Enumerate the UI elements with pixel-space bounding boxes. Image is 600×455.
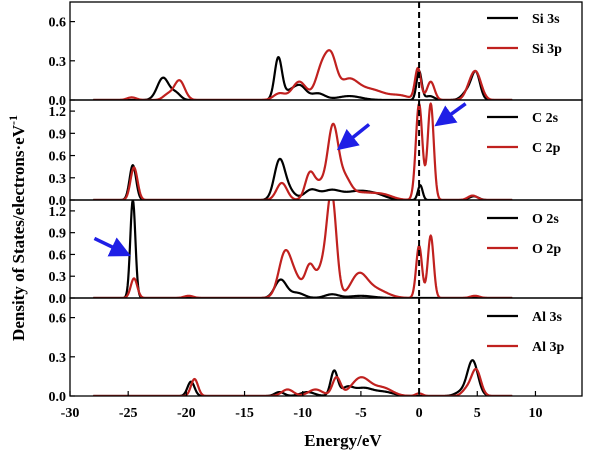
- series-line-o-2p: [92, 200, 513, 298]
- series-line-o-2s: [92, 200, 513, 298]
- y-tick-label-si: 0.6: [49, 16, 67, 31]
- y-axis-title: Density of States/electrons·eV-1: [6, 115, 28, 341]
- y-tick-label-c: 1.2: [49, 105, 67, 120]
- x-tick-label: 10: [528, 406, 542, 421]
- legend-label-o-2s: O 2s: [532, 212, 559, 227]
- legend-label-si-3p: Si 3p: [532, 42, 562, 57]
- panel-si: 0.0 0.3 0.6 Si 3s Si 3p: [49, 1, 583, 109]
- y-tick-label-al: 0.3: [49, 351, 67, 366]
- series-line-si-3s: [92, 56, 513, 100]
- x-tick-label: -15: [235, 406, 254, 421]
- panel-o-curves: [92, 200, 513, 298]
- panel-c-curves: [92, 102, 513, 200]
- y-tick-label-si: 0.3: [49, 55, 67, 70]
- x-tick-label: -10: [293, 406, 312, 421]
- x-tick-label: -30: [61, 406, 80, 421]
- panel-al-frame: [69, 297, 583, 397]
- y-axis-title-superscript: -1: [6, 115, 20, 125]
- legend-label-o-2p: O 2p: [532, 242, 561, 257]
- panel-al-curves: [92, 359, 513, 396]
- y-tick-label-c: 0.9: [49, 127, 67, 142]
- y-tick-label-o: 0.9: [49, 227, 67, 242]
- panel-si-curves: [92, 49, 513, 100]
- x-axis: -30 -25 -20 -15 -10 -5 0 5 10: [61, 391, 542, 421]
- legend-label-al-3s: Al 3s: [532, 310, 563, 325]
- x-axis-title: Energy/eV: [304, 431, 382, 450]
- series-line-c-2p: [92, 102, 513, 200]
- x-tick-label: 0: [416, 406, 423, 421]
- annotation-arrow-c-2p-valence-peak: [336, 123, 371, 151]
- y-tick-label-c: 0.6: [49, 150, 67, 165]
- x-tick-label: 5: [474, 406, 481, 421]
- y-tick-label-c: 0.3: [49, 172, 67, 187]
- y-tick-label-si: 0.0: [49, 94, 67, 109]
- series-line-si-3p: [92, 49, 513, 100]
- annotation-arrow-c-2p-fermi-level-peak: [434, 102, 467, 127]
- y-tick-label-o: 1.2: [49, 205, 67, 220]
- y-tick-label-al: 0.6: [49, 312, 67, 327]
- x-tick-label: -25: [119, 406, 138, 421]
- legend-label-al-3p: Al 3p: [532, 340, 565, 355]
- annotation-arrow-o-2s-peak: [93, 236, 132, 257]
- legend-label-c-2p: C 2p: [532, 141, 561, 156]
- panel-c: 0.0 0.3 0.6 0.9 1.2 C 2s C 2p: [49, 99, 583, 209]
- legend-label-c-2s: C 2s: [532, 111, 559, 126]
- y-tick-label-o: 0.3: [49, 270, 67, 285]
- panel-al: 0.0 0.3 0.6 Al 3s Al 3p: [49, 297, 583, 405]
- x-tick-label: -20: [177, 406, 196, 421]
- y-tick-label-o: 0.6: [49, 248, 67, 263]
- y-tick-label-o: 0.0: [49, 292, 67, 307]
- panel-o: 0.0 0.3 0.6 0.9 1.2 O 2s O 2p: [49, 199, 583, 307]
- panel-c-frame: [69, 99, 583, 201]
- legend-label-si-3s: Si 3s: [532, 12, 560, 27]
- y-axis-title-text: Density of States/electrons·eV: [9, 124, 28, 341]
- y-tick-label-c: 0.0: [49, 194, 67, 209]
- x-tick-label: -5: [355, 406, 367, 421]
- series-line-al-3s: [92, 359, 513, 396]
- y-tick-label-al: 0.0: [49, 390, 67, 405]
- dos-panels: 0.0 0.3 0.6 Si 3s Si 3p 0.0 0.3 0.6 0.9 1.2 C 2s C …: [49, 1, 583, 405]
